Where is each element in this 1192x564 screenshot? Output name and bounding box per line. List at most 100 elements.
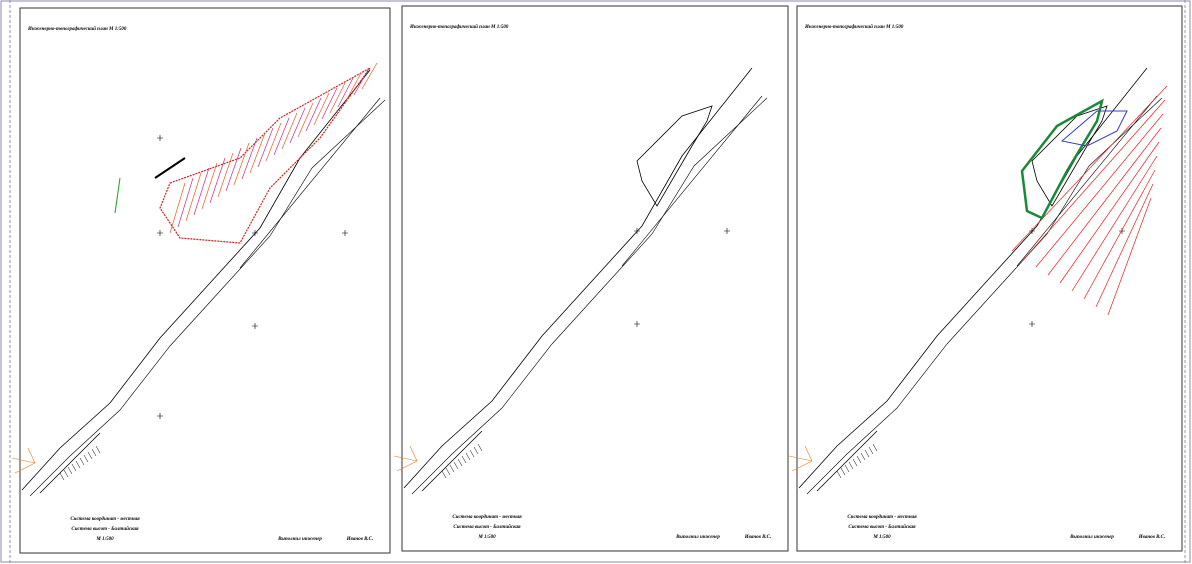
signature-name: Иванов В.С. (744, 535, 772, 540)
feature (114, 177, 121, 214)
contour (169, 182, 186, 234)
offset-line (1059, 141, 1160, 284)
grid-cross (157, 413, 163, 419)
offset-line (1023, 99, 1166, 260)
sheet-note: Система координат - местная (452, 515, 522, 520)
offset-line (1083, 169, 1156, 300)
hatch (868, 446, 874, 455)
sheet-note: Система высот - Балтийская (848, 524, 916, 530)
hatch (836, 470, 842, 479)
contour (225, 147, 242, 192)
hatch (79, 457, 85, 466)
grid-cross (157, 135, 163, 141)
grid-cross (252, 230, 258, 236)
offset-line (1071, 155, 1158, 292)
sheet-note: М 1:500 (872, 535, 891, 540)
hatch (457, 458, 463, 467)
road-edge (806, 97, 1163, 495)
grid-cross (634, 228, 640, 234)
hatch (449, 464, 455, 473)
signature-name: Иванов В.С. (346, 537, 374, 542)
sheet-note: Система координат - местная (847, 515, 917, 520)
sheet: Инженерно-топографический план М 1:500 Си… (11, 7, 391, 554)
sheet-title: Инженерно-топографический план М 1:500 (27, 26, 127, 32)
contour (337, 77, 354, 108)
contour (193, 167, 210, 216)
offset-line (1035, 113, 1164, 268)
grid-cross (157, 230, 163, 236)
grid-cross (1029, 228, 1035, 234)
signature-label: Выполнил инженер (277, 537, 322, 542)
contour (265, 122, 282, 162)
hatch (473, 446, 479, 455)
road-edge (816, 430, 878, 492)
hatch (461, 455, 467, 464)
hatch (95, 445, 101, 454)
offset-line (1011, 85, 1168, 252)
contour (297, 102, 314, 138)
hatch (477, 443, 483, 452)
sheet: Инженерно-топографический план М 1:500 Си… (788, 5, 1183, 552)
grid-cross (724, 228, 730, 234)
road-edge (621, 95, 763, 267)
road-edge (29, 99, 386, 497)
road-edge (421, 430, 483, 492)
contour (209, 157, 226, 204)
hatch (469, 449, 475, 458)
hatch (844, 464, 850, 473)
contour (241, 137, 258, 180)
building (1031, 105, 1108, 207)
hatch (852, 458, 858, 467)
offset-line (1095, 183, 1154, 308)
survey-lines (393, 445, 418, 472)
contour-area (159, 67, 371, 244)
signature-label: Выполнил инженер (675, 535, 720, 540)
contour (329, 82, 346, 114)
contour (313, 92, 330, 126)
road-edge (239, 97, 381, 269)
sheet-note: Система высот - Балтийская (71, 526, 139, 532)
contour (289, 107, 306, 144)
hatch (840, 467, 846, 476)
hatch (465, 452, 471, 461)
contour (177, 177, 194, 228)
hatch (860, 452, 866, 461)
grid-cross (634, 321, 640, 327)
hatch (445, 467, 451, 476)
hatch (75, 460, 81, 469)
hatch (872, 443, 878, 452)
road-edge (1016, 95, 1158, 267)
survey-lines (11, 447, 36, 474)
contour (361, 62, 378, 90)
sheet-border (401, 5, 789, 552)
contour (201, 162, 218, 210)
sheet-note: М 1:500 (477, 535, 496, 540)
contour (281, 112, 298, 150)
sheet-title: Инженерно-топографический план М 1:500 (409, 24, 509, 30)
grid-cross (252, 323, 258, 329)
contour (257, 127, 274, 168)
feature (154, 157, 186, 179)
signature-label: Выполнил инженер (1069, 535, 1114, 540)
contour (305, 97, 322, 132)
contour (345, 72, 362, 102)
sheet-note: Система высот - Балтийская (453, 524, 521, 530)
hatch (83, 454, 89, 463)
hatch (453, 461, 459, 470)
road-edge (411, 97, 768, 495)
building (636, 105, 713, 207)
hatch (848, 461, 854, 470)
hatch (87, 451, 93, 460)
contour (273, 117, 290, 156)
contour (249, 132, 266, 174)
sheet: Инженерно-топографический план М 1:500 Си… (393, 5, 789, 552)
grid-cross (342, 230, 348, 236)
contour (321, 87, 338, 120)
grid-cross (1119, 228, 1125, 234)
hatch (71, 463, 77, 472)
hatch (91, 448, 97, 457)
hatch (864, 449, 870, 458)
sheet-border (19, 7, 391, 554)
road-edge (403, 67, 753, 489)
hatch (63, 469, 69, 478)
